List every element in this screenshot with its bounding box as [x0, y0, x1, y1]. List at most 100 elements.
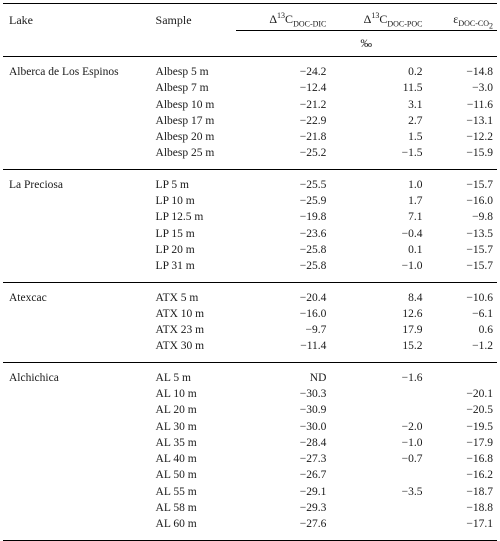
- sample-cell: AL 20 m: [155, 404, 197, 417]
- epsilon-doc-co2-cell: −20.5: [466, 404, 493, 417]
- delta-doc-poc-cell: 3.1: [408, 98, 423, 111]
- table-row: AL 60 m −27.6 −17.1: [3, 517, 497, 541]
- delta-doc-dic-cell: −29.3: [299, 502, 327, 515]
- epsilon-doc-co2-cell: −20.1: [466, 388, 493, 400]
- lake-cell: [3, 452, 156, 468]
- delta-doc-dic-cell: ND: [309, 371, 327, 384]
- delta-doc-dic-cell: −24.2: [299, 65, 327, 78]
- header-poc-sup: 13: [371, 11, 380, 20]
- delta-doc-poc-cell: −1.6: [401, 371, 423, 384]
- delta-doc-poc-cell: −1.5: [401, 147, 423, 160]
- lake-cell: [3, 484, 156, 500]
- delta-doc-dic-cell: −19.8: [299, 211, 327, 224]
- sample-cell: ATX 30 m: [155, 340, 205, 353]
- delta-doc-poc-cell: [332, 403, 426, 419]
- lake-cell: [3, 323, 156, 339]
- header-dic-main: C: [285, 12, 294, 26]
- table-row: Atexcac ATX 5 m −20.4 8.4 −10.6: [3, 282, 497, 306]
- lake-group: Alberca de Los Espinos Albesp 5 m −24.2 0.2…: [3, 57, 497, 170]
- table-row: Albesp 25 m −25.2 −1.5 −15.9: [3, 146, 497, 170]
- epsilon-doc-co2-cell: −16.0: [466, 195, 493, 208]
- epsilon-doc-co2-cell: −16.8: [466, 453, 493, 466]
- epsilon-doc-co2-cell: −1.2: [472, 340, 493, 353]
- header-co2-sub: DOC-CO: [458, 19, 489, 29]
- table-header: Lake Sample Δ13CDOC-DIC Δ13CDOC-POC εDOC…: [3, 3, 497, 57]
- delta-doc-dic-cell: −23.6: [299, 227, 327, 240]
- sample-cell: AL 58 m: [155, 502, 197, 515]
- lake-cell: [3, 242, 156, 258]
- delta-doc-dic-cell: −9.7: [305, 324, 327, 337]
- sample-cell: LP 31 m: [155, 260, 195, 273]
- epsilon-doc-co2-cell: −19.5: [466, 420, 493, 433]
- sample-cell: AL 55 m: [155, 485, 197, 498]
- delta-doc-dic-cell: −22.9: [299, 114, 327, 127]
- epsilon-doc-co2-cell: −17.1: [466, 518, 493, 531]
- sample-cell: Albesp 25 m: [155, 147, 215, 160]
- sample-cell: AL 5 m: [155, 371, 191, 384]
- lake-cell: [3, 146, 156, 170]
- delta-doc-poc-cell: −1.0: [401, 260, 423, 273]
- sample-cell: Albesp 7 m: [155, 82, 209, 95]
- header-row: Lake Sample Δ13CDOC-DIC Δ13CDOC-POC εDOC…: [3, 3, 497, 32]
- sample-cell: AL 10 m: [155, 388, 197, 400]
- delta-doc-poc-cell: 1.5: [408, 131, 423, 144]
- epsilon-doc-co2-cell: [426, 363, 497, 387]
- header-lake: Lake: [9, 12, 33, 27]
- delta-doc-dic-cell: −30.3: [299, 388, 327, 400]
- delta-doc-dic-cell: −21.8: [299, 131, 327, 144]
- epsilon-doc-co2-cell: −13.1: [466, 114, 493, 127]
- lake-cell: [3, 97, 156, 113]
- lake-cell: [3, 419, 156, 435]
- delta-doc-poc-cell: −2.0: [401, 420, 423, 433]
- epsilon-doc-co2-cell: −15.7: [466, 243, 493, 256]
- header-dic-prefix: Δ: [269, 12, 278, 26]
- header-dic-sup: 13: [277, 11, 286, 20]
- delta-doc-poc-cell: 1.0: [408, 178, 423, 191]
- lake-group: Atexcac ATX 5 m −20.4 8.4 −10.6 ATX 10 m −16.0…: [3, 282, 497, 363]
- unit-permil: ‰: [360, 38, 373, 51]
- sample-cell: LP 15 m: [155, 227, 195, 240]
- delta-doc-dic-cell: −30.0: [299, 420, 327, 433]
- sample-cell: AL 30 m: [155, 420, 197, 433]
- lake-cell: La Preciosa: [9, 178, 63, 191]
- header-sample: Sample: [155, 12, 192, 27]
- lake-cell: [3, 130, 156, 146]
- lake-cell: Alberca de Los Espinos: [9, 65, 119, 78]
- table-row: AL 58 m −29.3 −18.8: [3, 501, 497, 517]
- delta-doc-poc-cell: −0.7: [401, 453, 423, 466]
- sample-cell: AL 40 m: [155, 453, 197, 466]
- table-row: AL 55 m −29.1 −3.5 −18.7: [3, 484, 497, 500]
- delta-doc-dic-cell: −25.9: [299, 195, 327, 208]
- delta-doc-dic-cell: −25.5: [299, 178, 327, 191]
- delta-doc-dic-cell: −25.2: [299, 147, 327, 160]
- sample-cell: AL 35 m: [155, 436, 197, 449]
- sample-cell: Albesp 5 m: [155, 65, 209, 78]
- epsilon-doc-co2-cell: −10.6: [466, 291, 493, 304]
- delta-doc-poc-cell: [332, 501, 426, 517]
- delta-doc-dic-cell: −28.4: [299, 436, 327, 449]
- epsilon-doc-co2-cell: −15.9: [466, 147, 493, 160]
- lake-cell: [3, 113, 156, 129]
- epsilon-doc-co2-cell: −15.7: [466, 178, 493, 191]
- sample-cell: Albesp 20 m: [155, 131, 215, 144]
- lake-cell: [3, 306, 156, 322]
- delta-doc-poc-cell: 1.7: [408, 195, 423, 208]
- delta-doc-dic-cell: −29.1: [299, 485, 327, 498]
- delta-doc-poc-cell: 0.2: [408, 65, 423, 78]
- lake-cell: [3, 81, 156, 97]
- table-row: AL 40 m −27.3 −0.7 −16.8: [3, 452, 497, 468]
- table-row: Albesp 20 m −21.8 1.5 −12.2: [3, 130, 497, 146]
- sample-cell: LP 5 m: [155, 178, 189, 191]
- lake-cell: [3, 403, 156, 419]
- delta-doc-poc-cell: [332, 517, 426, 541]
- sample-cell: AL 60 m: [155, 518, 197, 531]
- delta-doc-dic-cell: −12.4: [299, 82, 327, 95]
- table-row: Albesp 17 m −22.9 2.7 −13.1: [3, 113, 497, 129]
- epsilon-doc-co2-cell: −14.8: [466, 65, 493, 78]
- epsilon-doc-co2-cell: −17.9: [466, 436, 493, 449]
- delta-doc-poc-cell: 2.7: [408, 114, 423, 127]
- lake-cell: [3, 517, 156, 541]
- table-row: Albesp 10 m −21.2 3.1 −11.6: [3, 97, 497, 113]
- table-row: LP 15 m −23.6 −0.4 −13.5: [3, 226, 497, 242]
- delta-doc-poc-cell: 17.9: [402, 324, 423, 337]
